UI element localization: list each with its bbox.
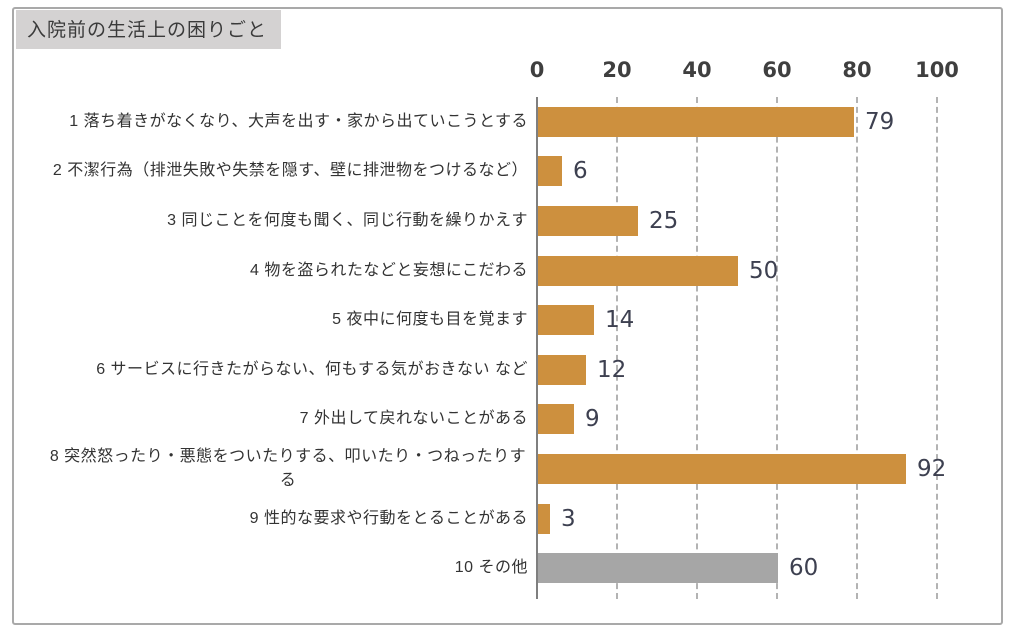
bar-value-label: 12	[597, 356, 627, 383]
chart-row: 9 性的な要求や行動をとることがある 3	[0, 494, 1024, 544]
bar	[538, 503, 550, 534]
category-label-text: 3 同じことを何度も聞く、同じ行動を繰りかえす	[167, 211, 528, 229]
chart-row: 1 落ち着きがなくなり、大声を出す・家から出ていこうとする 79	[0, 97, 1024, 147]
category-label: 10 その他	[14, 543, 528, 593]
bar	[538, 354, 586, 385]
category-label-text: 1 落ち着きがなくなり、大声を出す・家から出ていこうとする	[69, 112, 528, 130]
category-label: 7 外出して戻れないことがある	[14, 395, 528, 445]
category-label-text: 5 夜中に何度も目を覚ます	[332, 311, 528, 329]
category-label: 3 同じことを何度も聞く、同じ行動を繰りかえす	[14, 196, 528, 246]
category-label: 1 落ち着きがなくなり、大声を出す・家から出ていこうとする	[14, 97, 528, 147]
gridline	[856, 97, 858, 599]
bar-value-label: 9	[585, 406, 600, 433]
x-axis-tick-label: 40	[682, 58, 712, 82]
chart-row: 7 外出して戻れないことがある 9	[0, 395, 1024, 445]
bar-value-label: 50	[749, 257, 779, 284]
category-label: 6 サービスに行きたがらない、何もする気がおきない など	[14, 345, 528, 395]
category-label: 5 夜中に何度も目を覚ます	[14, 295, 528, 345]
bar-value-label: 14	[605, 307, 635, 334]
chart-row: 10 その他 60	[0, 543, 1024, 593]
category-label-text: 4 物を盗られたなどと妄想にこだわる	[249, 261, 528, 279]
category-label: 9 性的な要求や行動をとることがある	[14, 494, 528, 544]
bar	[538, 305, 594, 336]
bar	[538, 553, 778, 584]
category-label-text: 2 不潔行為（排泄失敗や失禁を隠す、壁に排泄物をつけるなど）	[52, 162, 528, 180]
x-axis-tick-label: 80	[842, 58, 872, 82]
x-axis-tick-label: 60	[762, 58, 792, 82]
category-label: 4 物を盗られたなどと妄想にこだわる	[14, 246, 528, 296]
gridline	[696, 97, 698, 599]
bar	[538, 453, 906, 484]
x-axis-tick-label: 0	[529, 58, 545, 82]
category-label-text: 8 突然怒ったり・悪態をついたりする、叩いたり・つねったりする	[49, 447, 527, 489]
bar-value-label: 79	[865, 108, 895, 135]
bar	[538, 156, 562, 187]
category-label: 2 不潔行為（排泄失敗や失禁を隠す、壁に排泄物をつけるなど）	[14, 147, 528, 197]
chart-row: 4 物を盗られたなどと妄想にこだわる 50	[0, 246, 1024, 296]
x-axis-tick-label: 100	[915, 58, 959, 82]
category-label-text: 10 その他	[454, 559, 528, 577]
category-label-text: 9 性的な要求や行動をとることがある	[249, 509, 528, 527]
chart-row: 3 同じことを何度も聞く、同じ行動を繰りかえす 25	[0, 196, 1024, 246]
chart-row: 5 夜中に何度も目を覚ます 14	[0, 295, 1024, 345]
bar	[538, 404, 574, 435]
bar	[538, 106, 854, 137]
category-label-text: 7 外出して戻れないことがある	[299, 410, 528, 428]
chart-row: 2 不潔行為（排泄失敗や失禁を隠す、壁に排泄物をつけるなど） 6	[0, 147, 1024, 197]
bar-value-label: 92	[917, 455, 947, 482]
bar-value-label: 25	[649, 207, 679, 234]
gridline	[936, 97, 938, 599]
bar	[538, 205, 638, 236]
chart-row: 6 サービスに行きたがらない、何もする気がおきない など 12	[0, 345, 1024, 395]
bar-value-label: 6	[573, 158, 588, 185]
y-axis-line	[536, 97, 538, 599]
category-label: 8 突然怒ったり・悪態をついたりする、叩いたり・つねったりする	[14, 444, 528, 494]
bar	[538, 255, 738, 286]
bar-value-label: 3	[561, 505, 576, 532]
x-axis-tick-label: 20	[602, 58, 632, 82]
gridline	[776, 97, 778, 599]
chart-title: 入院前の生活上の困りごと	[16, 10, 282, 49]
category-label-text: 6 サービスに行きたがらない、何もする気がおきない など	[96, 360, 528, 378]
bar-value-label: 60	[789, 555, 819, 582]
gridline	[616, 97, 618, 599]
chart-row: 8 突然怒ったり・悪態をついたりする、叩いたり・つねったりする 92	[0, 444, 1024, 494]
